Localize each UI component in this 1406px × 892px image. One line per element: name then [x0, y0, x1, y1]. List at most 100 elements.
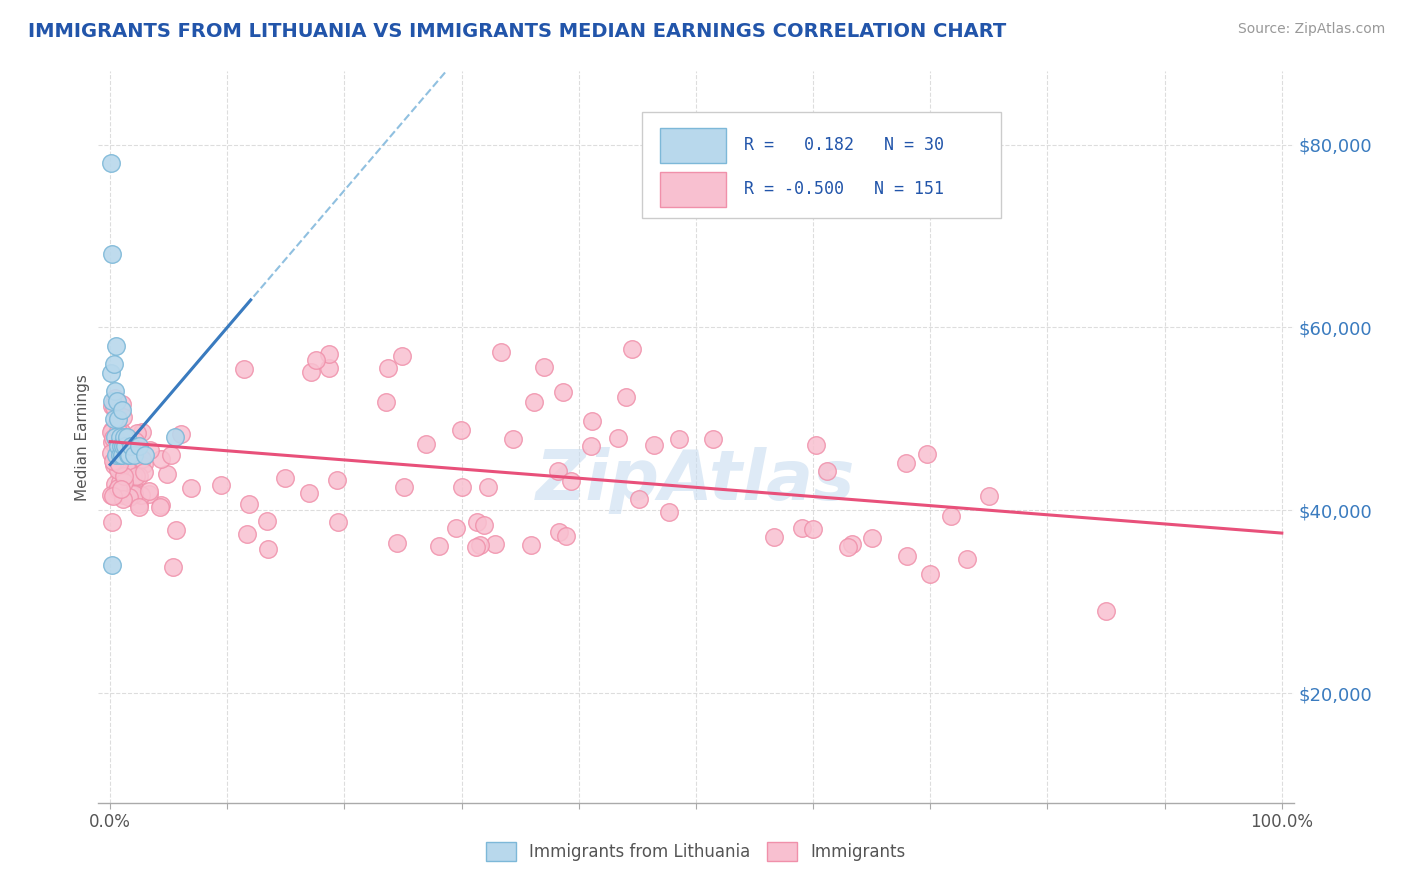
- Point: [256, 514, 278, 528]
- Point: [103, 489, 125, 503]
- Point: [104, 430, 127, 444]
- Point: [107, 411, 129, 425]
- Point: [377, 360, 399, 375]
- Point: [121, 445, 143, 459]
- Point: [427, 539, 450, 553]
- Point: [105, 406, 128, 420]
- Point: [465, 540, 488, 554]
- Point: [103, 458, 125, 473]
- Point: [100, 488, 122, 502]
- Point: [560, 474, 582, 488]
- Point: [394, 480, 416, 494]
- Point: [165, 523, 187, 537]
- Text: Source: ZipAtlas.com: Source: ZipAtlas.com: [1237, 22, 1385, 37]
- Point: [128, 500, 150, 514]
- Point: [105, 448, 128, 462]
- Point: [236, 526, 259, 541]
- Point: [472, 517, 495, 532]
- Point: [977, 489, 1000, 503]
- Point: [100, 425, 122, 439]
- Point: [391, 350, 413, 364]
- Point: [112, 439, 135, 453]
- Text: ZipAtlas: ZipAtlas: [536, 448, 856, 515]
- Point: [122, 481, 145, 495]
- Point: [108, 430, 131, 444]
- Point: [117, 462, 139, 476]
- Point: [939, 509, 962, 524]
- Point: [101, 399, 124, 413]
- Point: [125, 468, 148, 483]
- Point: [519, 538, 541, 552]
- Point: [122, 448, 145, 462]
- Point: [318, 360, 340, 375]
- Point: [149, 498, 172, 512]
- Point: [100, 434, 122, 449]
- Point: [128, 469, 150, 483]
- Point: [801, 521, 824, 535]
- Point: [120, 439, 142, 453]
- Point: [104, 453, 127, 467]
- Point: [238, 497, 260, 511]
- Point: [894, 456, 917, 470]
- Point: [114, 439, 136, 453]
- Point: [105, 338, 128, 352]
- Y-axis label: Median Earnings: Median Earnings: [75, 374, 90, 500]
- Legend: Immigrants from Lithuania, Immigrants: Immigrants from Lithuania, Immigrants: [479, 835, 912, 868]
- Point: [702, 432, 724, 446]
- Point: [100, 155, 122, 169]
- Point: [108, 447, 131, 461]
- Point: [104, 384, 127, 399]
- Point: [115, 430, 138, 444]
- Point: [118, 490, 141, 504]
- Point: [111, 409, 134, 424]
- Point: [110, 463, 132, 477]
- Point: [114, 462, 136, 476]
- Point: [107, 446, 129, 460]
- Point: [581, 413, 603, 427]
- Point: [111, 402, 134, 417]
- Point: [101, 515, 124, 529]
- Point: [108, 434, 131, 449]
- Point: [163, 430, 186, 444]
- Point: [547, 524, 569, 539]
- Text: IMMIGRANTS FROM LITHUANIA VS IMMIGRANTS MEDIAN EARNINGS CORRELATION CHART: IMMIGRANTS FROM LITHUANIA VS IMMIGRANTS …: [28, 22, 1007, 41]
- Point: [256, 541, 278, 556]
- Point: [533, 359, 555, 374]
- FancyBboxPatch shape: [661, 171, 725, 207]
- Point: [792, 521, 814, 535]
- Point: [450, 423, 472, 437]
- Point: [107, 424, 129, 438]
- Point: [502, 432, 524, 446]
- Point: [110, 424, 132, 438]
- FancyBboxPatch shape: [661, 128, 725, 163]
- Point: [468, 538, 491, 552]
- Point: [128, 439, 150, 453]
- Point: [124, 487, 146, 501]
- Point: [579, 439, 602, 453]
- Point: [105, 393, 128, 408]
- Point: [111, 442, 134, 457]
- Point: [118, 448, 141, 462]
- Point: [132, 465, 155, 479]
- Point: [103, 400, 125, 414]
- Point: [444, 520, 467, 534]
- Point: [104, 391, 127, 405]
- Point: [111, 397, 134, 411]
- Point: [107, 481, 129, 495]
- Point: [804, 437, 827, 451]
- Point: [117, 448, 139, 462]
- Point: [112, 492, 135, 507]
- Point: [837, 540, 859, 554]
- Point: [232, 362, 254, 376]
- Point: [112, 468, 135, 483]
- Point: [138, 487, 160, 501]
- Point: [115, 472, 138, 486]
- Point: [170, 426, 193, 441]
- Point: [149, 452, 172, 467]
- Point: [484, 537, 506, 551]
- Point: [139, 443, 162, 458]
- Point: [112, 441, 135, 455]
- Point: [108, 434, 131, 449]
- Point: [115, 437, 138, 451]
- Point: [668, 432, 690, 446]
